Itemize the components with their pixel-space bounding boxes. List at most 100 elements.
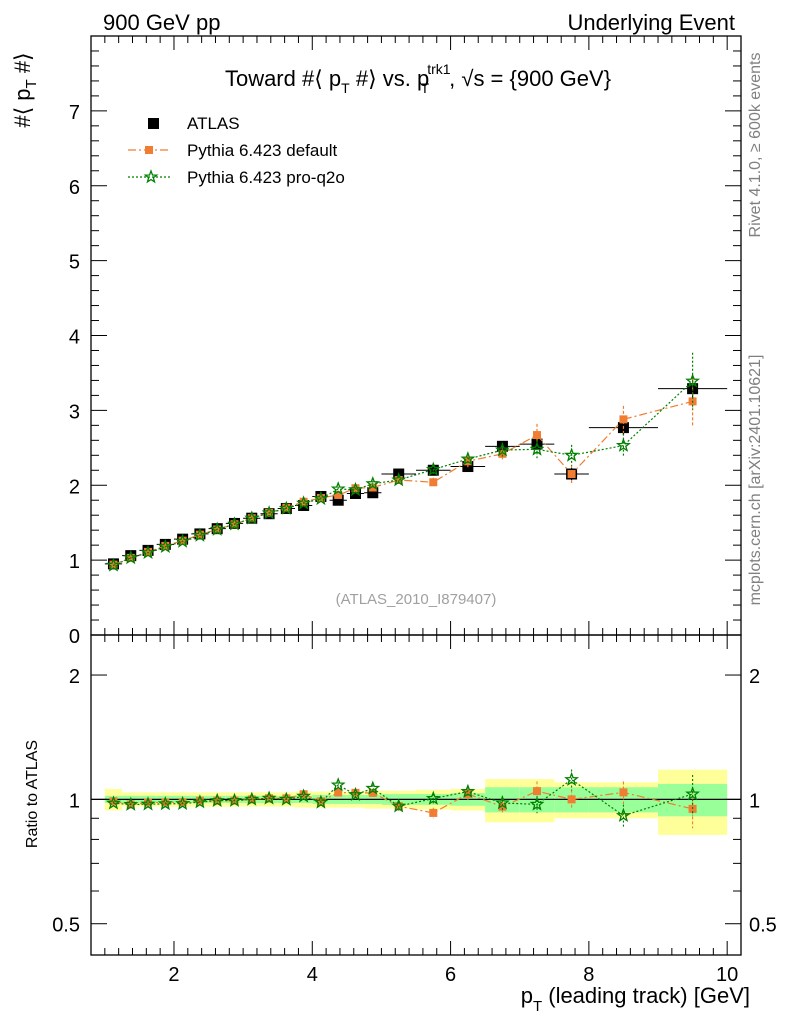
ratio-point-proq2o-14 [348, 786, 363, 801]
point-proq2o-5 [192, 527, 208, 542]
ratio-tick-label-right-2: 2 [749, 666, 760, 688]
y-tick-label-7: 7 [69, 102, 80, 124]
point-proq2o-8 [244, 510, 260, 525]
point-proq2o-11 [296, 495, 312, 510]
point-proq2o-7 [227, 516, 242, 531]
point-default-13 [334, 490, 343, 499]
point-proq2o-23 [685, 373, 701, 388]
legend-proq2o-label: Pythia 6.423 pro-q2o [187, 168, 345, 187]
point-proq2o-10 [278, 500, 294, 515]
legend: ATLAS Pythia 6.423 default Pythia 6.423 … [128, 114, 345, 187]
point-default-19 [498, 449, 507, 458]
ratio-point-proq2o-17 [425, 790, 441, 805]
x-tick-label-8: 8 [583, 964, 594, 986]
ratio-point-proq2o-11 [296, 788, 312, 803]
ratio-axis-label: Ratio to ATLAS [24, 740, 41, 848]
y-tick-label-5: 5 [69, 252, 80, 274]
x-tick-label-6: 6 [445, 964, 456, 986]
ratio-point-proq2o-3 [157, 796, 173, 811]
point-proq2o-13 [330, 481, 346, 496]
point-proq2o-14 [348, 481, 363, 497]
x-axis-label: pT (leading track) [GeV] [521, 983, 750, 1015]
legend-atlas-label: ATLAS [187, 114, 240, 133]
point-default-22 [619, 415, 628, 424]
point-proq2o-21 [564, 447, 580, 462]
ratio-point-proq2o-2 [140, 796, 156, 811]
chart-title: Toward #⟨ pT #⟩ vs. ptrk1 T, √s = {900 Ge… [225, 61, 611, 96]
point-proq2o-20 [529, 441, 545, 456]
point-proq2o-22 [615, 437, 632, 452]
ratio-point-proq2o-16 [391, 798, 407, 813]
ratio-point-proq2o-15 [365, 780, 381, 795]
main-series [104, 352, 728, 572]
y-tick-label-4: 4 [69, 327, 80, 349]
ratio-point-proq2o-21 [564, 771, 580, 786]
point-proq2o-3 [157, 538, 173, 553]
point-proq2o-0 [106, 557, 121, 572]
point-proq2o-12 [313, 490, 329, 506]
x-tick-label-2: 2 [168, 964, 179, 986]
ratio-point-default-20 [533, 787, 542, 796]
header-left: 900 GeV pp [103, 10, 220, 35]
ratio-point-proq2o-18 [460, 783, 476, 798]
point-default-17 [429, 478, 438, 487]
point-proq2o-18 [460, 451, 476, 466]
y-tick-label-1: 1 [69, 551, 80, 573]
ratio-tick-label-left-0.5: 0.5 [52, 915, 80, 937]
mcplots-label: mcplots.cern.ch [arXiv:2401.10621] [747, 355, 764, 606]
ratio-point-proq2o-6 [209, 792, 225, 807]
point-default-21 [567, 470, 576, 479]
header-right: Underlying Event [567, 10, 735, 35]
legend-entry-atlas: ATLAS [148, 114, 240, 133]
ratio-point-proq2o-10 [278, 791, 294, 806]
ratio-frame [90, 634, 742, 956]
point-proq2o-1 [123, 550, 139, 565]
point-default-16 [394, 476, 403, 485]
ratio-point-proq2o-23 [685, 786, 701, 801]
point-proq2o-4 [175, 533, 191, 548]
point-atlas-14 [349, 487, 361, 499]
y-tick-label-3: 3 [69, 401, 80, 423]
legend-default-label: Pythia 6.423 default [187, 141, 338, 160]
ratio-point-proq2o-13 [330, 777, 346, 792]
ratio-point-proq2o-19 [494, 795, 510, 810]
ratio-point-proq2o-4 [175, 795, 191, 810]
axes: 2 4 6 8 10 0 1 2 3 4 5 6 7 0.5 0.5 1 1 2 2 [52, 35, 777, 986]
point-proq2o-2 [140, 544, 156, 560]
x-tick-label-10: 10 [716, 964, 738, 986]
point-default-15 [368, 483, 377, 492]
ratio-point-proq2o-5 [192, 794, 208, 809]
line-series-1 [113, 400, 693, 566]
ratio-tick-label-left-2: 2 [69, 666, 80, 688]
point-proq2o-16 [391, 472, 407, 487]
analysis-tag: (ATLAS_2010_I879407) [336, 591, 497, 608]
ratio-tick-label-left-1: 1 [69, 790, 80, 812]
legend-atlas-marker [148, 118, 159, 129]
ratio-point-proq2o-9 [261, 790, 277, 805]
point-proq2o-15 [365, 475, 381, 491]
legend-entry-pythia-proq2o: Pythia 6.423 pro-q2o [128, 168, 345, 187]
ratio-point-default-15 [368, 788, 377, 797]
ratio-point-proq2o-7 [227, 792, 242, 807]
point-proq2o-9 [261, 505, 277, 520]
line-series-2 [113, 380, 694, 566]
point-proq2o-17 [425, 461, 441, 476]
point-proq2o-19 [494, 442, 510, 457]
ratio-point-proq2o-12 [313, 794, 329, 809]
ratio-point-default-19 [498, 802, 507, 811]
ratio-point-proq2o-1 [123, 796, 139, 811]
y-tick-label-0: 0 [69, 626, 80, 648]
ratio-point-proq2o-22 [615, 807, 632, 823]
ratio-tick-label-right-0.5: 0.5 [749, 915, 777, 937]
ratio-point-default-21 [567, 795, 576, 804]
ratio-point-default-13 [334, 788, 343, 797]
ratio-point-default-22 [619, 788, 628, 797]
ratio-point-proq2o-20 [529, 796, 545, 811]
legend-entry-pythia-default: Pythia 6.423 default [128, 141, 338, 160]
ratio-point-proq2o-0 [106, 795, 121, 810]
legend-default-marker [145, 146, 153, 154]
ratio-point-proq2o-8 [244, 791, 260, 806]
y-tick-label-2: 2 [69, 476, 80, 498]
point-atlas-15 [367, 487, 379, 499]
